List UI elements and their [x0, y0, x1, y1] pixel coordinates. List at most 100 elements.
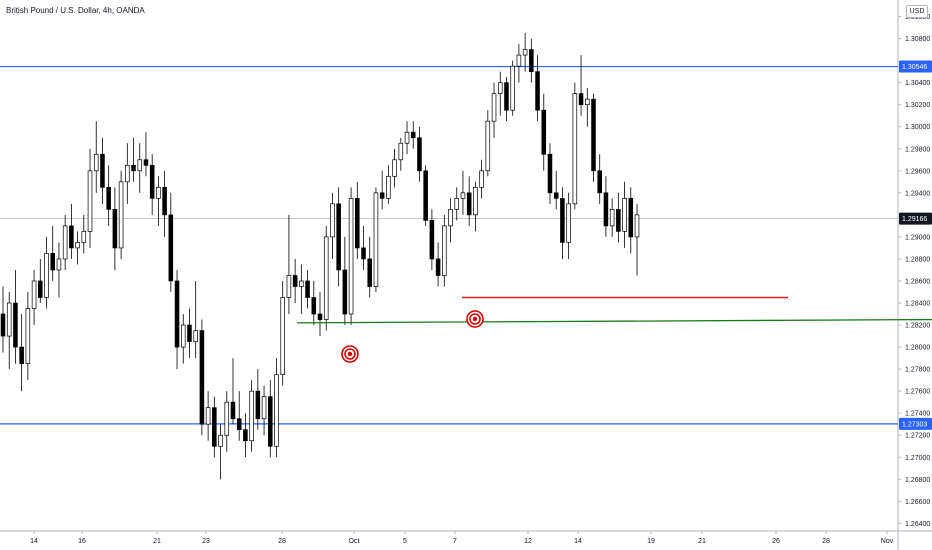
y-tick-label: 1.29600: [905, 168, 930, 175]
candle-body: [560, 197, 565, 243]
candle-body: [317, 313, 323, 320]
candle-body: [597, 170, 602, 194]
candle-body: [473, 186, 478, 216]
y-tick-label: 1.27800: [905, 367, 930, 374]
candle-body: [249, 390, 254, 442]
candle-body: [429, 220, 435, 260]
candle-body: [224, 401, 230, 436]
candle-body: [267, 396, 273, 447]
candle-body: [336, 203, 341, 271]
candle-body: [373, 192, 379, 287]
candle-body: [112, 209, 118, 249]
y-tick-label: 1.26600: [905, 499, 930, 506]
candle-body: [529, 49, 534, 72]
y-tick-label: 1.28000: [905, 345, 930, 352]
candle-body: [0, 313, 6, 337]
candle-body: [516, 54, 522, 67]
y-tick-label: 1.26800: [905, 477, 930, 484]
candle-body: [330, 203, 335, 238]
candle-body: [566, 203, 571, 243]
candle-body: [379, 192, 385, 199]
candle-body: [547, 153, 553, 194]
candle-body: [261, 396, 267, 420]
candle-body: [230, 401, 236, 420]
candle-body: [187, 324, 192, 342]
candle-body: [62, 225, 68, 260]
last-price-price-badge: [899, 212, 932, 225]
target-icon-center: [472, 316, 478, 322]
x-tick-label: 5: [403, 538, 407, 545]
candle-body: [50, 253, 56, 271]
x-tick-label: 14: [574, 538, 582, 545]
candle-body: [423, 170, 428, 221]
candle-body: [386, 175, 391, 199]
candle-body: [323, 236, 329, 320]
candle-body: [479, 170, 484, 188]
candle-body: [143, 159, 149, 166]
candle-body: [25, 308, 31, 364]
x-tick-label: Nov: [881, 538, 894, 545]
candle-body: [93, 153, 99, 172]
candle-body: [56, 258, 62, 271]
candle-body: [355, 197, 360, 249]
candle-body: [460, 192, 466, 199]
candle-body: [485, 120, 491, 172]
y-tick-label: 1.28200: [905, 323, 930, 330]
candle-body: [180, 324, 186, 348]
candle-body: [100, 153, 105, 188]
currency-button[interactable]: USD: [906, 5, 928, 18]
candle-body: [156, 186, 161, 199]
candle-body: [466, 192, 472, 216]
support-price-label: 1.27303: [902, 421, 927, 428]
candle-body: [404, 131, 410, 144]
x-tick-label: 12: [524, 538, 532, 545]
candle-body: [410, 131, 416, 139]
candle-body: [572, 93, 578, 205]
y-tick-label: 1.28600: [905, 278, 930, 285]
candle-body: [435, 258, 441, 276]
candle-body: [69, 225, 74, 249]
candle-body: [168, 214, 174, 282]
y-tick-label: 1.29000: [905, 234, 930, 241]
candle-body: [13, 302, 18, 348]
candle-body: [44, 253, 49, 298]
candle-body: [491, 93, 497, 122]
green-trendline[interactable]: [296, 318, 932, 324]
candle-body: [81, 231, 87, 243]
candle-body: [591, 98, 596, 172]
x-tick-label: 28: [822, 538, 830, 545]
candle-body: [361, 247, 366, 260]
candle-body: [131, 164, 136, 172]
y-tick-label: 1.28400: [905, 301, 930, 308]
candle-body: [311, 297, 317, 315]
candle-body: [255, 390, 261, 420]
candle-body: [205, 407, 211, 425]
candle-body: [584, 98, 590, 106]
candle-body: [398, 142, 404, 161]
candle-body: [367, 258, 373, 287]
candle-body: [299, 280, 304, 287]
candle-body: [125, 164, 130, 183]
resistance-price-badge: [899, 60, 932, 73]
candle-body: [19, 346, 24, 364]
candle-body: [149, 164, 155, 199]
candle-body: [174, 280, 180, 348]
candle-body: [342, 269, 348, 315]
candle-body: [38, 280, 43, 298]
candle-body: [193, 330, 198, 342]
candle-body: [6, 302, 12, 337]
candle-body: [510, 65, 515, 111]
candle-body: [417, 137, 422, 172]
candle-body: [634, 214, 640, 238]
candle-body: [243, 429, 248, 442]
y-tick-label: 1.27200: [905, 433, 930, 440]
candle-body: [305, 280, 310, 298]
candle-body: [75, 242, 80, 249]
candle-body: [292, 275, 298, 287]
y-tick-label: 1.29800: [905, 146, 930, 153]
x-tick-label: 28: [278, 538, 286, 545]
candle-body: [603, 192, 609, 227]
candle-body: [199, 330, 205, 425]
y-tick-label: 1.26400: [905, 521, 930, 528]
